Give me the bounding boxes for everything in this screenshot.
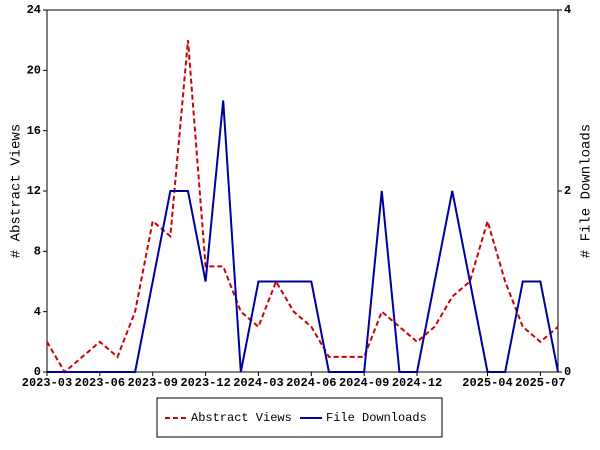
legend	[156, 397, 443, 438]
y2-tick-label: 2	[564, 184, 571, 198]
y-tick-label: 4	[34, 305, 41, 319]
y-tick-label: 0	[34, 365, 41, 379]
y2-tick-label: 4	[564, 3, 571, 17]
x-tick-label: 2024-03	[233, 376, 283, 390]
x-tick-label: 2025-04	[462, 376, 512, 390]
x-tick-label: 2025-07	[515, 376, 565, 390]
y2-axis-label: # File Downloads	[579, 124, 595, 258]
x-tick-label: 2024-09	[339, 376, 389, 390]
y-tick-label: 16	[27, 124, 41, 138]
x-tick-label: 2023-03	[22, 376, 72, 390]
y-tick-label: 24	[27, 3, 41, 17]
x-tick-label: 2023-09	[128, 376, 178, 390]
series-line	[47, 100, 559, 373]
y-axis-label: # Abstract Views	[9, 124, 25, 258]
y2-tick-label: 0	[564, 365, 571, 379]
y-tick-label: 12	[27, 184, 41, 198]
x-tick-label: 2023-06	[75, 376, 125, 390]
plot-frame	[46, 9, 559, 373]
series-line	[46, 40, 559, 374]
x-tick-label: 2023-12	[180, 376, 230, 390]
legend-label: Abstract Views	[191, 411, 292, 425]
legend-label: File Downloads	[326, 411, 427, 425]
x-tick-label: 2024-06	[286, 376, 336, 390]
y-tick-label: 20	[27, 64, 41, 78]
x-tick-label: 2024-12	[392, 376, 442, 390]
y-tick-label: 8	[34, 245, 41, 259]
